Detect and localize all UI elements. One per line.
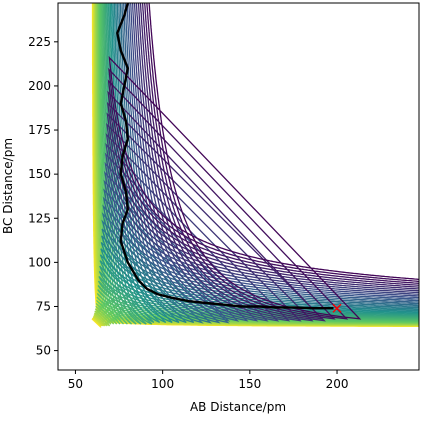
y-tick-label: 200 (28, 79, 51, 93)
contour-line (96, 3, 419, 325)
y-axis-title: BC Distance/pm (1, 138, 15, 234)
contour-line (98, 3, 419, 325)
x-axis: 50 100 150 200 (68, 370, 349, 391)
y-tick-label: 150 (28, 167, 51, 181)
y-tick-label: 175 (28, 123, 51, 137)
contour-line (108, 3, 419, 320)
contour-line (102, 3, 419, 324)
y-tick-label: 100 (28, 255, 51, 269)
trajectory (116, 3, 334, 310)
trajectory-line (116, 3, 334, 310)
y-tick-label: 225 (28, 35, 51, 49)
contour-lines (91, 3, 419, 328)
contour-line (101, 3, 419, 324)
contour-line (107, 3, 419, 320)
end-marker-x (332, 303, 342, 313)
contour-line (105, 3, 419, 322)
contour-line (104, 3, 419, 322)
x-tick-label: 50 (68, 377, 83, 391)
x-tick-label: 200 (326, 377, 349, 391)
y-tick-label: 125 (28, 211, 51, 225)
contour-line (106, 3, 419, 322)
y-axis: 50 75 100 125 150 175 200 225 (28, 35, 58, 358)
contour-line (95, 3, 419, 325)
plot-frame (57, 2, 420, 371)
contour-line (106, 3, 419, 322)
contour-line (107, 3, 419, 320)
end-point-marker (332, 303, 342, 313)
y-tick-label: 75 (36, 299, 51, 313)
contour-line (102, 3, 419, 324)
contour-line (106, 3, 419, 322)
y-tick-label: 50 (36, 344, 51, 358)
contour-line (108, 3, 419, 320)
x-axis-title: AB Distance/pm (190, 400, 286, 414)
contour-line (100, 3, 419, 324)
x-tick-label: 100 (151, 377, 174, 391)
contour-line (95, 3, 419, 325)
x-tick-label: 150 (238, 377, 261, 391)
contour-line (103, 3, 419, 322)
contour-line (97, 3, 419, 325)
